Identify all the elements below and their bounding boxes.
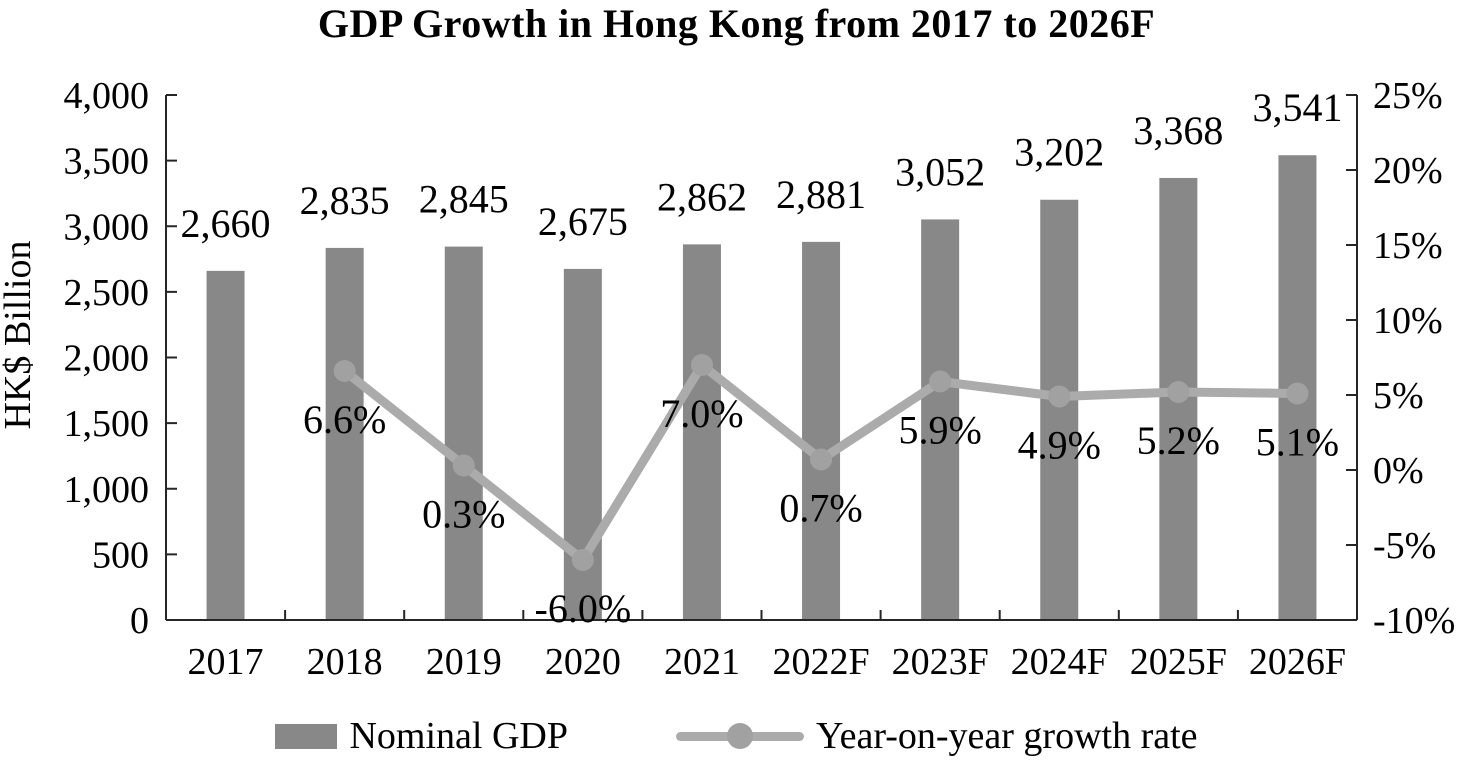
left-axis-tick-label: 2,500 — [64, 272, 150, 314]
growth-marker-2022F — [810, 448, 833, 471]
growth-value-label: 7.0% — [660, 391, 743, 436]
growth-marker-2024F — [1048, 385, 1071, 408]
bar-2021 — [682, 244, 721, 621]
growth-value-label: 0.7% — [779, 486, 862, 531]
bar-value-label: 3,368 — [1133, 108, 1223, 153]
growth-marker-2025F — [1167, 381, 1190, 403]
growth-marker-2019 — [452, 454, 475, 477]
growth-marker-2020 — [571, 549, 594, 571]
right-axis-tick-label: 0% — [1373, 450, 1424, 492]
chart-title: GDP Growth in Hong Kong from 2017 to 202… — [317, 1, 1156, 46]
growth-marker-2023F — [929, 370, 952, 393]
right-axis-tick-label: -5% — [1373, 525, 1436, 567]
growth-value-label: 5.1% — [1256, 420, 1339, 465]
bar-value-label: 2,881 — [776, 172, 866, 217]
bar-value-label: 2,862 — [657, 174, 747, 219]
bar-value-label: 2,675 — [538, 199, 628, 244]
x-axis-category-label: 2023F — [892, 641, 989, 683]
bar-value-label: 3,541 — [1252, 85, 1342, 130]
legend-item-growth-rate: Year-on-year growth rate — [675, 715, 1198, 757]
growth-marker-2021 — [690, 354, 713, 376]
left-axis-tick-label: 2,000 — [64, 338, 150, 380]
growth-value-label: 4.9% — [1018, 423, 1101, 468]
growth-marker-2026F — [1286, 382, 1309, 405]
x-axis-category-label: 2019 — [426, 641, 502, 683]
left-axis-tick-label: 1,000 — [64, 469, 150, 511]
bar-2017 — [206, 270, 245, 620]
left-axis-tick-label: 1,500 — [64, 403, 150, 445]
left-axis-tick-label: 3,000 — [64, 206, 150, 248]
right-axis-tick-label: 15% — [1373, 225, 1443, 267]
bar-value-label: 2,845 — [419, 177, 509, 222]
left-axis-tick-label: 3,500 — [64, 141, 150, 183]
growth-value-label: 0.3% — [422, 492, 505, 537]
bar-value-label: 2,660 — [181, 201, 271, 246]
right-axis-tick-label: -10% — [1373, 600, 1455, 642]
growth-value-label: 5.9% — [898, 408, 981, 453]
legend-label-growth-rate: Year-on-year growth rate — [815, 715, 1198, 757]
x-axis-category-label: 2018 — [307, 641, 383, 683]
legend-line-swatch-icon — [675, 723, 804, 749]
bar-2022F — [802, 241, 841, 620]
bar-2024F — [1040, 199, 1079, 621]
legend-item-nominal-gdp: Nominal GDP — [275, 717, 568, 755]
right-axis-tick-label: 25% — [1373, 75, 1443, 117]
bar-value-label: 3,202 — [1014, 130, 1104, 175]
legend: Nominal GDP Year-on-year growth rate — [0, 717, 1473, 755]
legend-label-nominal-gdp: Nominal GDP — [349, 715, 568, 757]
x-axis-category-label: 2024F — [1011, 641, 1108, 683]
bar-value-label: 2,835 — [300, 178, 390, 223]
x-axis-category-label: 2022F — [772, 641, 869, 683]
right-axis-tick-label: 10% — [1373, 300, 1443, 342]
x-axis-category-label: 2021 — [664, 641, 740, 683]
left-axis-tick-label: 4,000 — [64, 75, 150, 117]
x-axis-category-label: 2020 — [545, 641, 621, 683]
legend-bar-swatch-icon — [275, 723, 338, 749]
bar-2018 — [325, 247, 364, 620]
right-axis-tick-label: 5% — [1373, 375, 1424, 417]
y-axis-title: HK$ Billion — [0, 241, 39, 430]
bar-2019 — [444, 246, 483, 620]
bar-2023F — [921, 219, 960, 621]
x-axis-category-label: 2025F — [1130, 641, 1227, 683]
bar-value-label: 3,052 — [895, 149, 985, 194]
right-axis-tick-label: 20% — [1373, 150, 1443, 192]
growth-value-label: 6.6% — [303, 397, 386, 442]
growth-value-label: -6.0% — [535, 586, 632, 631]
x-axis-category-label: 2026F — [1249, 641, 1346, 683]
growth-value-label: 5.2% — [1137, 418, 1220, 463]
growth-marker-2018 — [333, 360, 356, 382]
left-axis-tick-label: 0 — [130, 600, 149, 642]
x-axis-category-label: 2017 — [188, 641, 264, 683]
left-axis-tick-label: 500 — [92, 534, 149, 576]
legend-line-marker-icon — [726, 723, 753, 749]
